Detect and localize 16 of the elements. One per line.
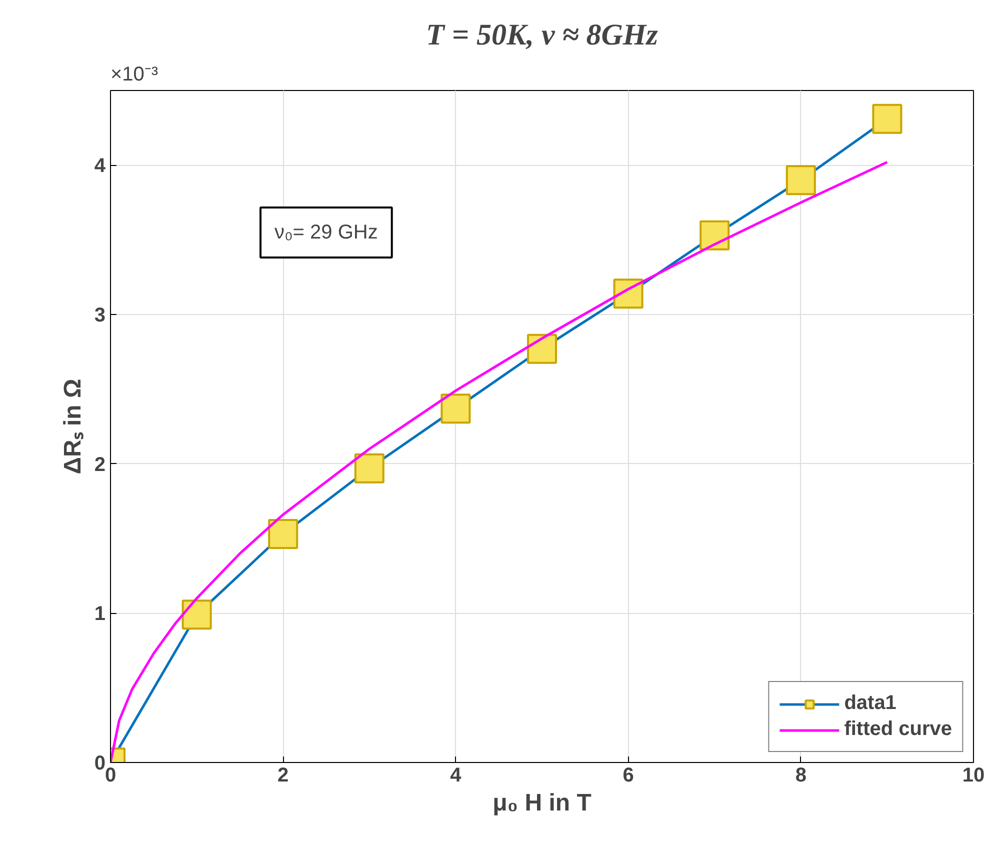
legend-label: fitted curve [844,718,952,741]
y-tick-label: 1 [94,603,106,626]
chart-title: T = 50K, ν ≈ 8GHz [426,18,658,52]
x-tick-label: 8 [795,764,806,786]
x-tick-label: 4 [450,764,462,786]
text: ×10⁻³ [110,64,158,86]
x-tick-label: 6 [622,764,634,786]
x-tick-label: 10 [962,764,985,786]
y-axis-title: ΔRₛ in Ω [59,378,86,474]
x-axis-title: μ₀ H in T [492,790,592,816]
annotation: ν₀= 29 GHz [274,222,378,244]
y-tick-label: 4 [94,155,106,178]
y-tick-label: 2 [94,454,106,476]
y-tick-label: 3 [94,304,106,326]
legend-label: data1 [844,692,896,715]
x-tick-label: 2 [278,764,289,786]
